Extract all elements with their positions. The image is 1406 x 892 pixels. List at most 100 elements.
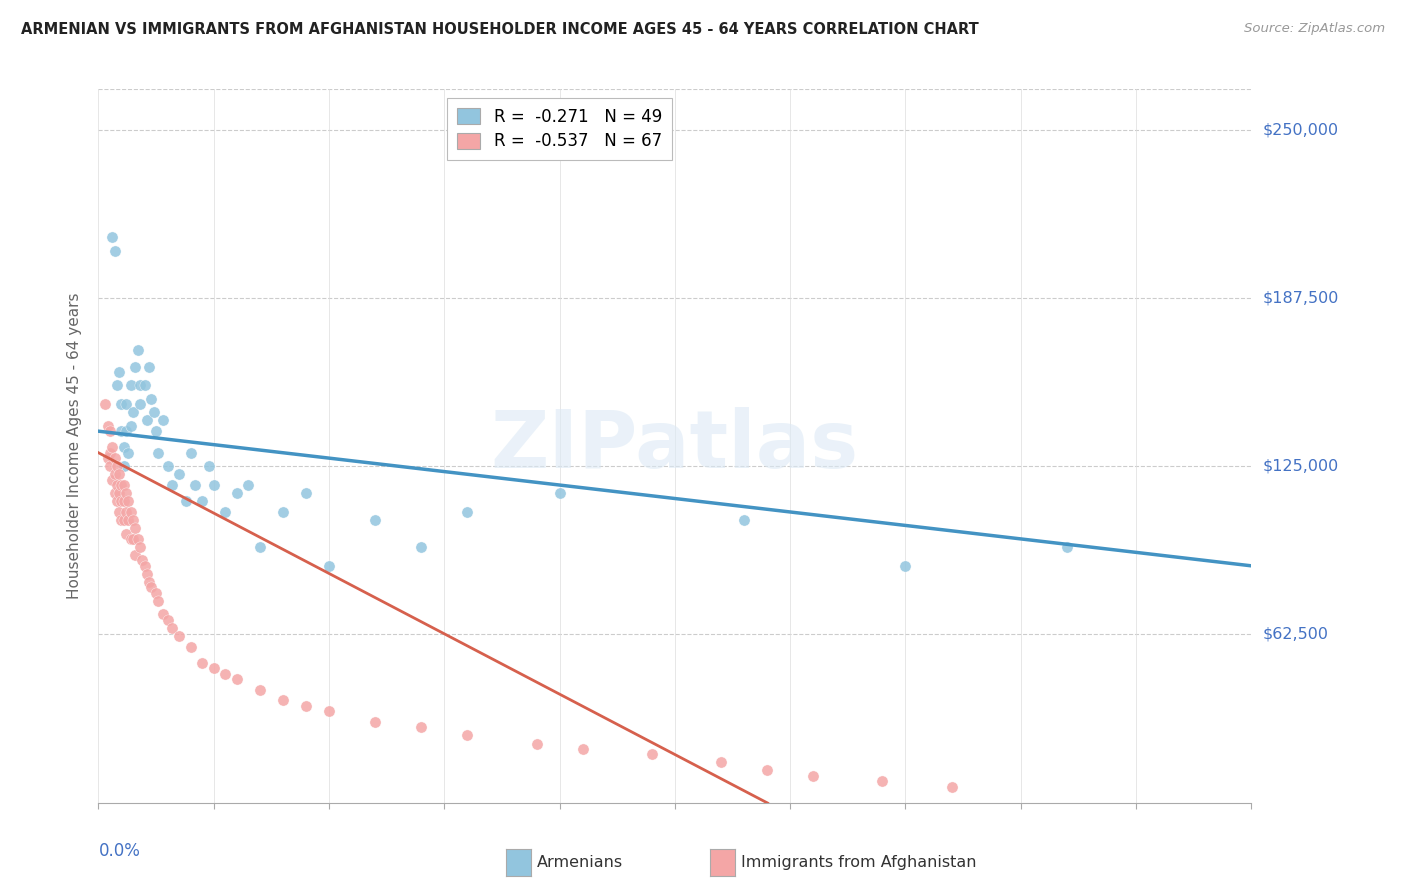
- Point: [191, 656, 214, 670]
- Point: [318, 558, 340, 573]
- Point: [101, 473, 124, 487]
- Point: [105, 494, 128, 508]
- Point: [120, 378, 142, 392]
- Point: [214, 666, 236, 681]
- Point: [225, 486, 247, 500]
- Point: [411, 720, 433, 734]
- Point: [97, 451, 120, 466]
- Point: [115, 526, 138, 541]
- Point: [101, 441, 124, 455]
- Point: [110, 513, 132, 527]
- Point: [174, 494, 197, 508]
- Point: [105, 378, 128, 392]
- Point: [103, 451, 125, 466]
- Point: [108, 365, 131, 379]
- Point: [198, 459, 221, 474]
- Point: [152, 413, 174, 427]
- Text: 0.0%: 0.0%: [98, 842, 141, 860]
- Point: [135, 566, 157, 581]
- Point: [411, 540, 433, 554]
- Point: [1056, 540, 1078, 554]
- Point: [98, 424, 121, 438]
- Point: [364, 513, 387, 527]
- Point: [148, 594, 170, 608]
- Point: [526, 737, 548, 751]
- Point: [134, 558, 156, 573]
- Point: [94, 397, 117, 411]
- Point: [127, 532, 149, 546]
- Point: [117, 513, 139, 527]
- Point: [548, 486, 571, 500]
- Point: [129, 397, 152, 411]
- Point: [872, 774, 894, 789]
- Point: [214, 505, 236, 519]
- Point: [115, 505, 138, 519]
- Point: [127, 343, 149, 358]
- Point: [108, 505, 131, 519]
- Text: Armenians: Armenians: [537, 855, 623, 870]
- Point: [225, 672, 247, 686]
- Point: [156, 613, 179, 627]
- Point: [156, 459, 179, 474]
- Point: [120, 505, 142, 519]
- Point: [249, 682, 271, 697]
- Point: [756, 764, 779, 778]
- Point: [456, 729, 478, 743]
- Point: [271, 693, 294, 707]
- Point: [124, 548, 146, 562]
- Text: $62,500: $62,500: [1263, 627, 1329, 642]
- Point: [122, 513, 145, 527]
- Point: [98, 459, 121, 474]
- Point: [142, 405, 165, 419]
- Point: [191, 494, 214, 508]
- Point: [733, 513, 755, 527]
- Point: [129, 540, 152, 554]
- Point: [295, 486, 318, 500]
- Point: [108, 467, 131, 482]
- Point: [202, 661, 225, 675]
- Point: [571, 742, 593, 756]
- Point: [105, 478, 128, 492]
- Point: [160, 478, 183, 492]
- Point: [108, 486, 131, 500]
- Text: Source: ZipAtlas.com: Source: ZipAtlas.com: [1244, 22, 1385, 36]
- Point: [110, 424, 132, 438]
- Point: [941, 780, 963, 794]
- Text: $187,500: $187,500: [1263, 291, 1340, 305]
- Point: [894, 558, 917, 573]
- Point: [112, 459, 135, 474]
- Text: ZIPatlas: ZIPatlas: [491, 407, 859, 485]
- Point: [710, 756, 733, 770]
- Text: Immigrants from Afghanistan: Immigrants from Afghanistan: [741, 855, 976, 870]
- Point: [249, 540, 271, 554]
- Point: [131, 553, 153, 567]
- Point: [97, 418, 120, 433]
- Point: [122, 532, 145, 546]
- Text: $250,000: $250,000: [1263, 122, 1339, 137]
- Point: [110, 397, 132, 411]
- Point: [129, 378, 152, 392]
- Text: ARMENIAN VS IMMIGRANTS FROM AFGHANISTAN HOUSEHOLDER INCOME AGES 45 - 64 YEARS CO: ARMENIAN VS IMMIGRANTS FROM AFGHANISTAN …: [21, 22, 979, 37]
- Point: [238, 478, 260, 492]
- Point: [112, 441, 135, 455]
- Point: [295, 698, 318, 713]
- Point: [180, 446, 202, 460]
- Point: [641, 747, 664, 762]
- Point: [145, 424, 167, 438]
- Point: [202, 478, 225, 492]
- Y-axis label: Householder Income Ages 45 - 64 years: Householder Income Ages 45 - 64 years: [67, 293, 83, 599]
- Point: [167, 467, 190, 482]
- Point: [160, 621, 183, 635]
- Point: [110, 494, 132, 508]
- Point: [138, 574, 160, 589]
- Point: [138, 359, 160, 374]
- Point: [117, 494, 139, 508]
- Point: [105, 459, 128, 474]
- Point: [271, 505, 294, 519]
- Point: [152, 607, 174, 622]
- Legend: R =  -0.271   N = 49, R =  -0.537   N = 67: R = -0.271 N = 49, R = -0.537 N = 67: [447, 97, 672, 161]
- Point: [141, 580, 163, 594]
- Point: [124, 359, 146, 374]
- Point: [115, 424, 138, 438]
- Text: $125,000: $125,000: [1263, 458, 1339, 474]
